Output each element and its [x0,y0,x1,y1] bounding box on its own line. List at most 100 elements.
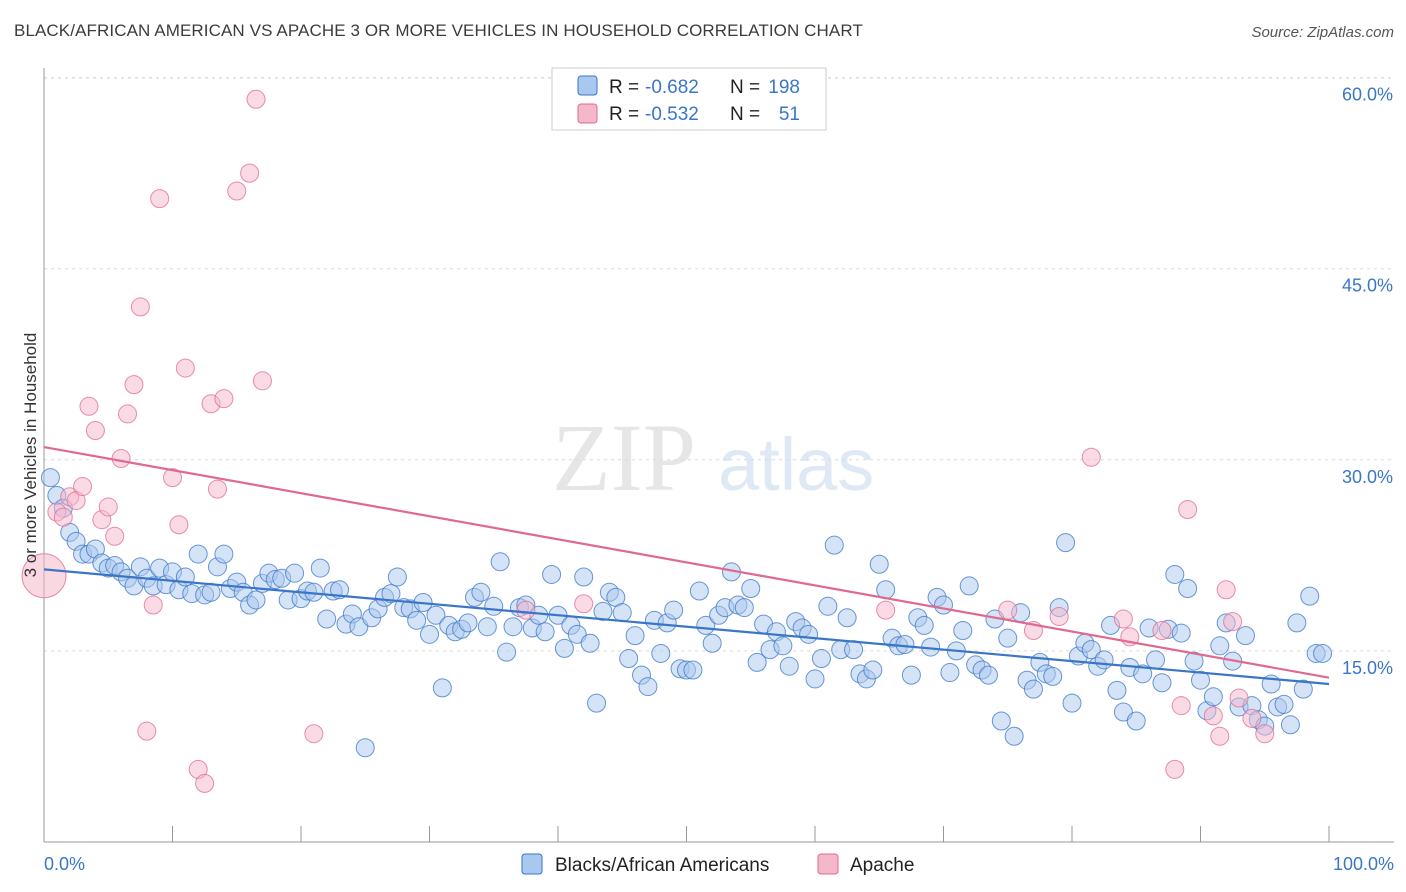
bottom-legend: Blacks/African Americans Apache [521,853,914,876]
point-pink-30 [304,724,324,744]
point-blue-65 [458,613,478,633]
point-blue-86 [593,601,613,621]
point-pink-28 [246,89,266,109]
point-blue-186 [1235,626,1255,646]
point-pink-26 [227,181,247,201]
point-blue-49 [355,738,375,758]
point-blue-182 [1210,636,1230,656]
point-blue-195 [1293,679,1313,699]
point-blue-153 [1023,679,1043,699]
point-pink-15 [137,721,157,741]
point-blue-100 [683,660,703,680]
point-blue-38 [285,563,305,583]
point-blue-146 [978,665,998,685]
point-blue-149 [998,628,1018,648]
bottom-legend-label-blue: Blacks/African Americans [555,855,769,876]
legend-r-label: R = [609,77,639,98]
point-blue-125 [844,640,864,660]
legend-n-value-pink: 51 [779,104,800,125]
point-blue-0 [40,468,60,488]
point-pink-9 [98,497,118,517]
point-blue-124 [837,608,857,628]
point-blue-148 [991,711,1011,731]
point-blue-178 [1184,651,1204,671]
point-pink-36 [1049,607,1069,627]
point-blue-70 [490,552,510,572]
point-pink-50 [1255,724,1275,744]
point-blue-136 [914,615,934,635]
point-pink-20 [175,358,195,378]
point-pink-24 [207,479,227,499]
point-blue-134 [901,665,921,685]
chart-title: BLACK/AFRICAN AMERICAN VS APACHE 3 OR MO… [14,21,863,40]
legend-swatch-pink [577,103,598,124]
point-blue-120 [811,649,831,669]
point-pink-33 [876,600,896,620]
point-blue-122 [824,535,844,555]
point-pink-6 [79,396,99,416]
legend-n-value-blue: 198 [768,77,800,98]
point-blue-162 [1081,640,1101,660]
point-blue-53 [381,584,401,604]
point-blue-196 [1300,586,1320,606]
point-blue-60 [426,605,446,625]
point-blue-142 [953,621,973,641]
point-blue-67 [471,582,491,602]
point-blue-159 [1062,693,1082,713]
legend-n-label: N = [730,77,760,98]
point-blue-23 [188,544,208,564]
y-tick-label-60: 60.0% [1342,85,1393,105]
point-pink-32 [574,594,594,614]
y-axis-label: 3 or more Vehicles in Household [21,333,40,578]
point-blue-118 [799,624,819,644]
point-pink-40 [1152,621,1172,641]
bottom-legend-swatch-pink [817,853,839,875]
point-blue-192 [1274,694,1294,714]
x-tick-label-1: 100.0% [1333,854,1394,874]
point-blue-119 [805,669,825,689]
point-blue-108 [734,598,754,618]
point-pink-25 [214,389,234,409]
trend-line-pink [43,445,1330,679]
point-pink-31 [516,600,536,620]
point-blue-77 [535,622,555,642]
point-blue-85 [587,693,607,713]
point-pink-44 [1203,706,1223,726]
point-blue-54 [387,567,407,587]
trend-lines [43,445,1330,686]
point-pink-5 [73,477,93,497]
y-tick-label-45: 45.0% [1342,276,1393,296]
point-blue-25 [201,582,221,602]
point-pink-11 [111,449,131,469]
data-points [21,89,1333,793]
point-blue-166 [1107,680,1127,700]
point-blue-198 [1313,643,1333,663]
point-blue-103 [702,633,722,653]
point-pink-12 [118,404,138,424]
point-blue-193 [1280,715,1300,735]
point-blue-84 [580,633,600,653]
point-blue-150 [1004,726,1024,746]
point-pink-2 [53,507,73,527]
point-pink-45 [1210,726,1230,746]
point-blue-71 [497,642,517,662]
y-tick-label-30: 30.0% [1342,467,1393,487]
legend-r-value-blue: -0.682 [645,77,699,98]
point-blue-115 [779,656,799,676]
axes: 15.0% 30.0% 45.0% 60.0% [43,68,1394,843]
point-blue-109 [741,578,761,598]
point-pink-48 [1229,688,1249,708]
point-pink-13 [124,375,144,395]
point-blue-129 [869,554,889,574]
point-blue-143 [959,576,979,596]
point-blue-177 [1178,578,1198,598]
point-blue-78 [542,564,562,584]
legend-r-value-pink: -0.532 [645,104,699,125]
watermark-atlas: atlas [718,423,874,506]
point-blue-181 [1203,687,1223,707]
point-pink-42 [1171,696,1191,716]
bottom-legend-swatch-blue [521,853,543,875]
point-blue-114 [773,636,793,656]
point-blue-80 [554,638,574,658]
point-blue-175 [1165,564,1185,584]
